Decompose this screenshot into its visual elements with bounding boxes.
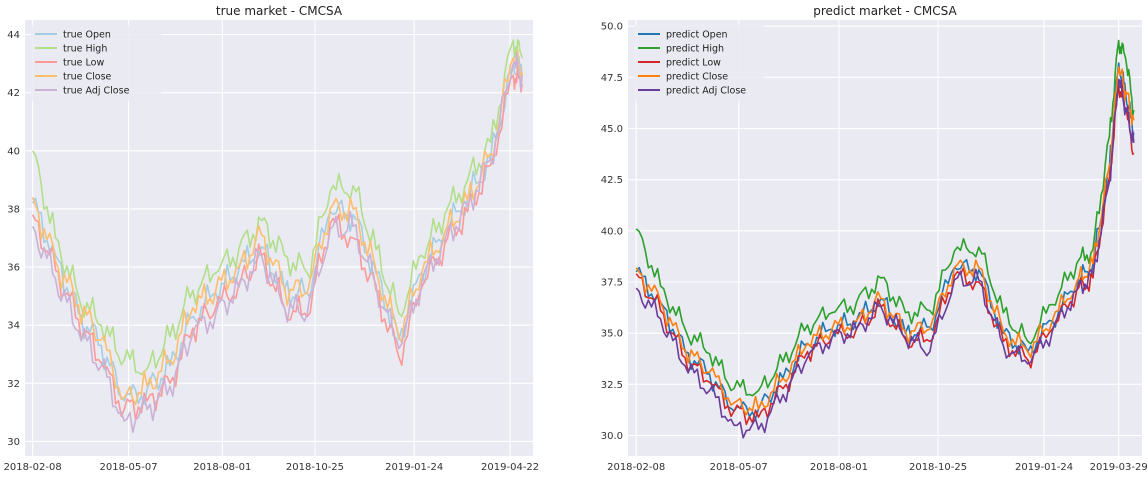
left-x-tick-label: 2019-04-22 <box>481 462 539 473</box>
left-y-tick-label: 34 <box>7 321 20 332</box>
left-x-tick-label: 2018-05-07 <box>99 462 157 473</box>
left-y-tick-label: 40 <box>7 146 20 157</box>
right-y-tick-label: 37.5 <box>601 278 623 289</box>
left-series-line-4 <box>31 52 523 434</box>
right-legend-label-1: predict High <box>666 44 724 55</box>
left-legend-label-4: true Adj Close <box>63 86 130 97</box>
right-legend-label-2: predict Low <box>666 58 721 69</box>
right-x-tick-label: 2018-02-08 <box>607 462 665 473</box>
left-y-tick-label: 30 <box>7 437 20 448</box>
right-y-tick-label: 40.0 <box>601 226 623 237</box>
left-chart-title: true market - CMCSA <box>216 4 343 18</box>
right-series-line-4 <box>635 78 1135 439</box>
right-x-tick-label: 2019-03-29 <box>1090 462 1148 473</box>
left-y-tick-label: 32 <box>7 379 20 390</box>
left-legend-label-3: true Close <box>63 72 112 83</box>
right-y-tick-label: 42.5 <box>601 175 623 186</box>
left-series-line-3 <box>31 49 523 406</box>
right-y-tick-label: 47.5 <box>601 73 623 84</box>
right-x-tick-label: 2019-01-24 <box>1015 462 1073 473</box>
left-y-tick-label: 36 <box>7 263 20 274</box>
left-x-tick-label: 2018-02-08 <box>4 462 62 473</box>
right-chart: predict market - CMCSA 2018-02-08 2018-05-… <box>601 4 1148 473</box>
left-y-tick-label: 42 <box>7 88 20 99</box>
right-chart-title: predict market - CMCSA <box>813 4 957 18</box>
left-y-tick-label: 44 <box>7 30 20 41</box>
right-y-tick-label: 32.5 <box>601 380 623 391</box>
left-legend-label-2: true Low <box>63 58 104 69</box>
right-y-tick-label: 50.0 <box>601 22 623 33</box>
right-series-line-2 <box>635 84 1135 426</box>
right-series-line-3 <box>635 66 1135 416</box>
left-legend-label-0: true Open <box>63 30 111 41</box>
right-legend-label-4: predict Adj Close <box>666 86 746 97</box>
right-y-tick-label: 45.0 <box>601 124 623 135</box>
right-x-tick-label: 2018-05-07 <box>710 462 768 473</box>
right-y-tick-label: 30.0 <box>601 431 623 442</box>
left-legend-label-1: true High <box>63 44 107 55</box>
left-chart: true market - CMCSA 2018-02-08 2018-05-07 2… <box>4 4 540 473</box>
left-x-tick-label: 2019-01-24 <box>385 462 443 473</box>
right-legend-label-0: predict Open <box>666 30 728 41</box>
right-y-tick-label: 35.0 <box>601 329 623 340</box>
right-x-tick-label: 2018-08-01 <box>810 462 868 473</box>
left-x-tick-label: 2018-08-01 <box>193 462 251 473</box>
right-legend-label-3: predict Close <box>666 72 728 83</box>
left-x-tick-label: 2018-10-25 <box>286 462 344 473</box>
right-x-tick-label: 2018-10-25 <box>909 462 967 473</box>
left-series-line-1 <box>31 39 523 376</box>
right-series-line-1 <box>635 39 1135 397</box>
left-y-tick-label: 38 <box>7 204 20 215</box>
